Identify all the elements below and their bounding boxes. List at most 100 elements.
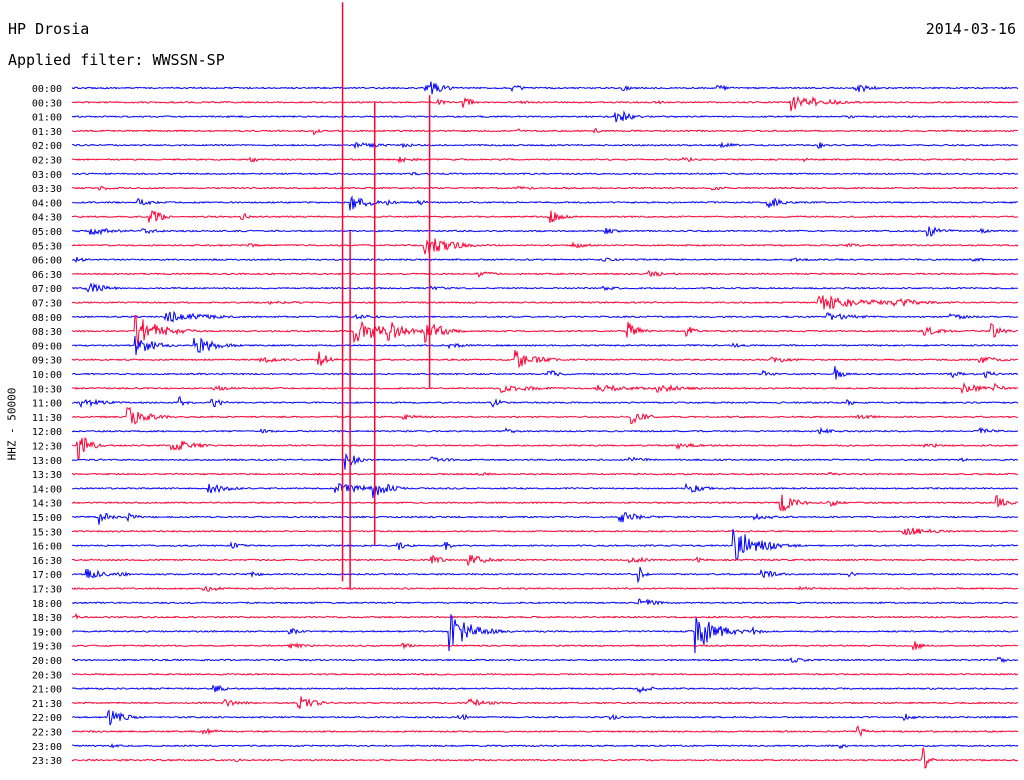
trace-line	[71, 127, 1019, 136]
trace-line	[71, 315, 1019, 346]
time-label: 23:30	[32, 756, 62, 767]
time-label: 19:30	[32, 642, 62, 653]
trace-line	[72, 742, 1019, 750]
trace-line	[71, 426, 1019, 435]
time-label: 05:30	[32, 241, 62, 252]
time-label: 13:00	[32, 456, 62, 467]
trace-line	[71, 256, 1019, 264]
time-label: 01:00	[32, 113, 62, 124]
time-label: 12:00	[32, 427, 62, 438]
trace-line	[72, 613, 1019, 654]
trace-line	[71, 294, 1019, 310]
time-label: 08:30	[32, 327, 62, 338]
time-label: 12:30	[32, 442, 62, 453]
trace-line	[71, 709, 1018, 726]
time-label: 04:00	[32, 198, 62, 209]
time-label: 06:00	[32, 256, 62, 267]
time-label: 11:30	[32, 413, 62, 424]
time-label: 21:30	[32, 699, 62, 710]
trace-line	[71, 612, 1019, 620]
trace-line	[71, 725, 1019, 738]
trace-line	[71, 210, 1019, 223]
trace-line	[71, 656, 1019, 664]
trace-line	[71, 156, 1019, 164]
trace-line	[71, 171, 1019, 176]
time-label: 17:00	[32, 570, 62, 581]
time-label: 20:30	[32, 670, 62, 681]
time-label: 04:30	[32, 213, 62, 224]
trace-line	[71, 269, 1019, 278]
trace-line	[71, 512, 1019, 525]
date-label: 2014-03-16	[925, 20, 1016, 38]
trace-line	[71, 282, 1018, 293]
station-title: HP Drosia	[8, 20, 90, 38]
trace-line	[71, 381, 1019, 395]
time-label: 17:30	[32, 585, 62, 596]
time-label: 06:30	[32, 270, 62, 281]
time-label: 09:00	[32, 341, 62, 352]
trace-line	[71, 554, 1018, 567]
trace-line	[72, 185, 1019, 191]
trace-line	[71, 529, 1019, 561]
time-label: 15:30	[32, 527, 62, 538]
trace-line	[71, 527, 1019, 536]
time-label: 00:30	[32, 98, 62, 109]
trace-line	[71, 81, 1019, 95]
trace-line	[71, 396, 1019, 409]
time-label: 16:30	[32, 556, 62, 567]
trace-line	[71, 585, 1019, 592]
trace-line	[71, 366, 1019, 380]
time-label: 16:00	[32, 542, 62, 553]
trace-line	[71, 747, 1019, 769]
time-label: 08:00	[32, 313, 62, 324]
time-label: 13:30	[32, 470, 62, 481]
time-label: 02:30	[32, 156, 62, 167]
trace-line	[71, 696, 1019, 709]
trace-line	[71, 471, 1019, 477]
trace-line	[72, 494, 1019, 512]
trace-line	[71, 238, 1019, 255]
trace-line	[71, 672, 1019, 676]
trace-line	[71, 598, 1019, 606]
trace-line	[71, 310, 1019, 324]
time-label: 10:30	[32, 384, 62, 395]
time-label: 01:30	[32, 127, 62, 138]
time-label: 07:00	[32, 284, 62, 295]
time-label: 18:30	[32, 613, 62, 624]
trace-line	[71, 437, 1019, 459]
trace-line	[71, 110, 1019, 123]
time-label: 19:00	[32, 627, 62, 638]
time-label: 00:00	[32, 84, 62, 95]
time-label: 23:00	[32, 742, 62, 753]
trace-line	[71, 641, 1019, 652]
trace-line	[71, 406, 1019, 425]
time-label: 21:00	[32, 685, 62, 696]
trace-line	[71, 141, 1019, 150]
time-label: 03:30	[32, 184, 62, 195]
time-label: 22:30	[32, 728, 62, 739]
time-label: 05:00	[32, 227, 62, 238]
trace-line	[71, 452, 1019, 470]
time-label: 15:00	[32, 513, 62, 524]
time-label: 14:30	[32, 499, 62, 510]
filter-label: Applied filter: WWSSN-SP	[8, 51, 225, 69]
trace-line	[72, 335, 1019, 356]
trace-line	[71, 95, 1019, 112]
time-label: 10:00	[32, 370, 62, 381]
time-label: 02:00	[32, 141, 62, 152]
time-label: 22:00	[32, 713, 62, 724]
trace-line	[71, 482, 1019, 499]
trace-line	[71, 684, 1019, 694]
time-label: 11:00	[32, 399, 62, 410]
trace-line	[71, 226, 1019, 237]
time-label: 14:00	[32, 484, 62, 495]
time-label: 07:30	[32, 299, 62, 310]
time-label: 18:00	[32, 599, 62, 610]
time-label: 20:00	[32, 656, 62, 667]
trace-line	[71, 349, 1019, 369]
time-label: 09:30	[32, 356, 62, 367]
trace-line	[71, 195, 1018, 211]
time-label: 03:00	[32, 170, 62, 181]
trace-line	[71, 566, 1019, 584]
